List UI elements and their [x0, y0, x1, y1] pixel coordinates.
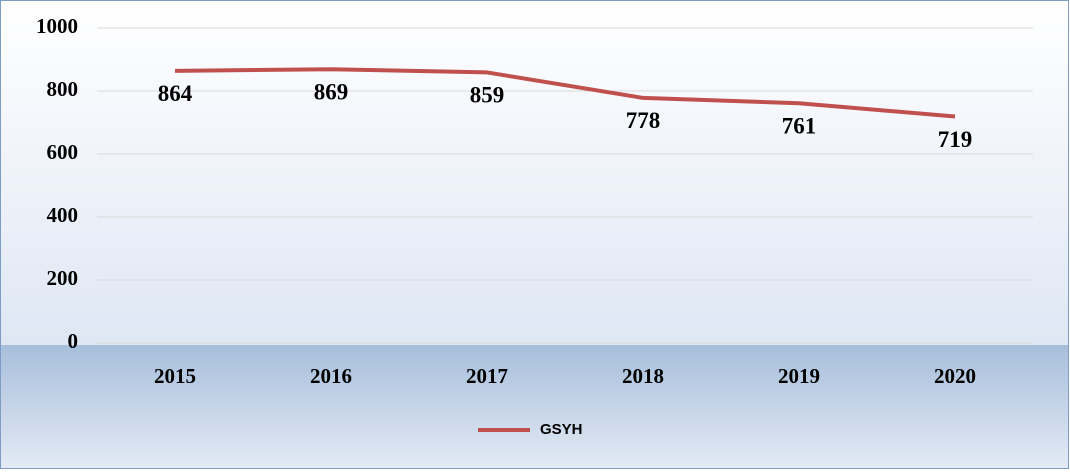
legend-label: GSYH — [540, 421, 583, 438]
data-label: 778 — [626, 108, 661, 133]
axis-band — [1, 345, 1068, 468]
data-line — [174, 67, 956, 119]
data-label: 869 — [314, 80, 349, 105]
data-label: 859 — [470, 83, 505, 108]
x-tick-label: 2018 — [622, 364, 664, 388]
data-label: 864 — [158, 81, 193, 106]
y-tick-label: 0 — [68, 329, 79, 353]
y-tick-label: 600 — [47, 140, 79, 164]
x-tick-label: 2017 — [466, 364, 508, 388]
y-tick-label: 200 — [47, 266, 79, 290]
y-tick-label: 1000 — [36, 14, 78, 38]
x-tick-label: 2015 — [154, 364, 196, 388]
x-tick-label: 2019 — [778, 364, 820, 388]
data-label: 719 — [938, 127, 973, 152]
x-tick-label: 2016 — [310, 364, 352, 388]
x-tick-label: 2020 — [934, 364, 976, 388]
data-label: 761 — [782, 114, 817, 139]
y-tick-label: 800 — [47, 77, 79, 101]
y-tick-label: 400 — [47, 203, 79, 227]
